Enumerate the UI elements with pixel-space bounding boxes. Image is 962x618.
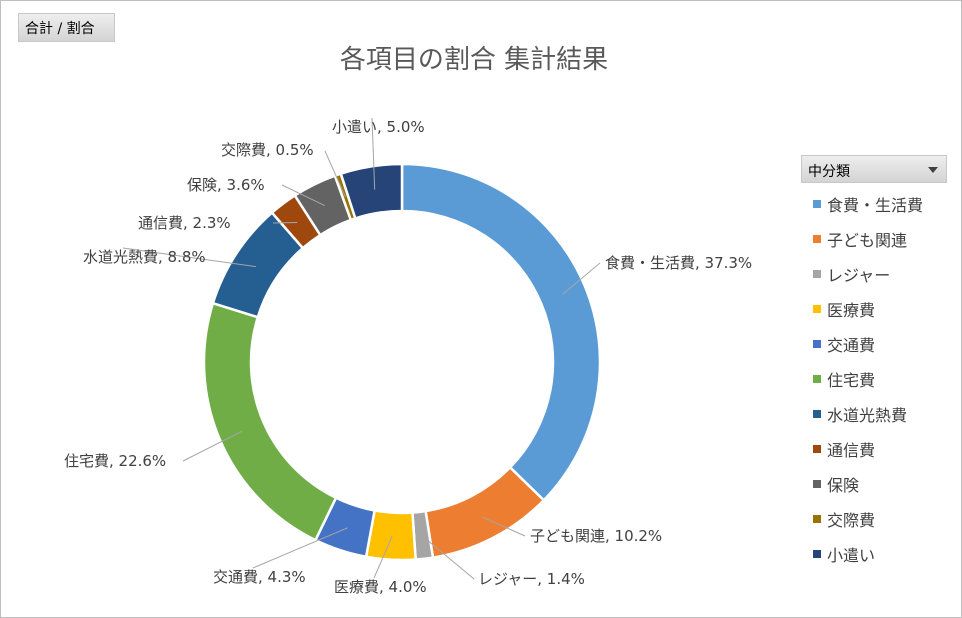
legend-label: 通信費	[827, 440, 876, 460]
legend-swatch	[813, 479, 821, 488]
leader-line	[562, 262, 601, 295]
legend-label: 子ども関連	[827, 230, 908, 250]
data-label: 医療費, 4.0%	[334, 578, 427, 596]
leader-line	[371, 117, 376, 190]
data-label: 交際費, 0.5%	[221, 141, 314, 159]
data-label: 子ども関連, 10.2%	[530, 527, 662, 545]
donut-slice[interactable]	[400, 162, 602, 503]
legend-swatch	[813, 374, 821, 383]
donut-slice[interactable]	[202, 301, 338, 542]
legend-item[interactable]: 医療費	[801, 291, 947, 326]
dropdown-arrow-icon[interactable]	[928, 167, 938, 173]
leader-line	[272, 221, 298, 224]
data-label: 保険, 3.6%	[187, 176, 265, 194]
legend-swatch	[813, 269, 821, 278]
donut-slice[interactable]	[339, 162, 404, 220]
legend-label: 住宅費	[827, 370, 876, 390]
legend-item[interactable]: 交際費	[801, 501, 947, 536]
legend-swatch	[813, 444, 821, 453]
leader-line	[373, 536, 393, 579]
legend-swatch	[813, 304, 821, 313]
legend-items: 食費・生活費 子ども関連レジャー医療費交通費住宅費水道光熱費通信費保険交際費小遣い	[801, 186, 947, 571]
chart-title: 各項目の割合 集計結果	[339, 45, 609, 75]
legend: 中分類 食費・生活費 子ども関連レジャー医療費交通費住宅費水道光熱費通信費保険交際…	[801, 155, 947, 571]
legend-swatch	[813, 234, 821, 243]
leader-line	[481, 516, 526, 537]
legend-item[interactable]: 保険	[801, 466, 947, 501]
legend-item[interactable]: 子ども関連	[801, 221, 947, 256]
legend-filter-button[interactable]: 中分類	[801, 155, 947, 183]
legend-label: 水道光熱費	[827, 405, 908, 425]
legend-swatch	[813, 339, 821, 348]
legend-header-label: 中分類	[808, 164, 850, 180]
legend-label: 交際費	[827, 510, 876, 530]
data-label: 小遣い, 5.0%	[332, 118, 425, 136]
leader-line	[324, 150, 346, 198]
data-label: 通信費, 2.3%	[138, 214, 231, 232]
legend-item[interactable]: レジャー	[801, 256, 947, 291]
data-label: 住宅費, 22.6%	[64, 452, 166, 470]
legend-label: レジャー	[827, 265, 891, 285]
legend-swatch	[813, 409, 821, 418]
legend-swatch	[813, 549, 821, 558]
data-label: レジャー, 1.4%	[478, 570, 585, 588]
legend-item[interactable]: 小遣い	[801, 536, 947, 571]
legend-item[interactable]: 交通費	[801, 326, 947, 361]
leader-line	[281, 184, 325, 206]
legend-label: 食費・生活費	[827, 195, 924, 215]
value-field-button[interactable]: 合計 / 割合	[18, 13, 115, 42]
legend-item[interactable]: 住宅費	[801, 361, 947, 396]
legend-swatch	[813, 199, 821, 208]
legend-swatch	[813, 514, 821, 523]
data-label: 水道光熱費, 8.8%	[83, 248, 206, 266]
legend-label: 交通費	[827, 335, 876, 355]
leader-line	[252, 527, 348, 569]
data-label: 交通費, 4.3%	[213, 568, 306, 586]
leader-line	[182, 430, 243, 462]
legend-label: 医療費	[827, 300, 876, 320]
legend-item[interactable]: 通信費	[801, 431, 947, 466]
data-label: 食費・生活費, 37.3%	[605, 254, 752, 272]
legend-item[interactable]: 水道光熱費	[801, 396, 947, 431]
leader-line	[421, 535, 475, 580]
legend-item[interactable]: 食費・生活費	[801, 186, 947, 221]
legend-label: 保険	[827, 475, 860, 495]
legend-label: 小遣い	[827, 545, 876, 565]
leader-line	[122, 247, 256, 268]
